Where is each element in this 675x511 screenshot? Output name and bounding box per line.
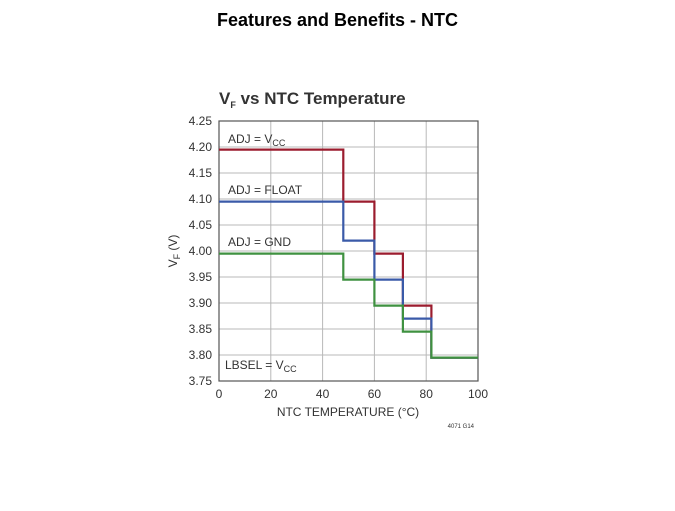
plot-frame xyxy=(218,120,479,382)
series-label-adj-vcc: ADJ = VCC xyxy=(228,132,286,148)
x-tick-labels: 0 20 40 60 80 100 xyxy=(216,387,489,401)
figure-note: 4071 G14 xyxy=(448,424,475,430)
series-label-adj-float: ADJ = FLOAT xyxy=(228,183,303,197)
series-label-adj-gnd: ADJ = GND xyxy=(228,235,291,249)
y-tick-label: 3.75 xyxy=(189,374,213,388)
x-tick-label: 40 xyxy=(316,387,330,401)
x-axis-title: NTC TEMPERATURE (°C) xyxy=(277,405,419,419)
y-tick-label: 3.95 xyxy=(189,270,213,284)
x-tick-label: 80 xyxy=(420,387,434,401)
x-tick-label: 60 xyxy=(368,387,382,401)
y-tick-label: 3.85 xyxy=(189,322,213,336)
y-tick-label: 4.15 xyxy=(189,166,213,180)
y-tick-label: 4.20 xyxy=(189,140,213,154)
chart-title: VF vs NTC Temperature xyxy=(219,89,406,110)
x-tick-label: 0 xyxy=(216,387,223,401)
series-layer xyxy=(219,148,478,359)
y-tick-label: 4.05 xyxy=(189,218,213,232)
x-tick-label: 20 xyxy=(264,387,278,401)
x-tick-label: 100 xyxy=(468,387,488,401)
y-tick-label: 3.80 xyxy=(189,348,213,362)
series-line-2 xyxy=(219,252,478,359)
y-axis-title: VF (V) xyxy=(166,235,182,268)
y-tick-label: 4.25 xyxy=(189,114,213,128)
annotation-lbsel: LBSEL = VCC xyxy=(225,358,297,374)
y-tick-labels: 4.25 4.20 4.15 4.10 4.05 4.00 3.95 3.90 3.85 3.80… xyxy=(189,114,213,388)
slide-title: Features and Benefits - NTC xyxy=(216,10,459,30)
y-tick-label: 4.10 xyxy=(189,192,213,206)
grid-layer xyxy=(218,120,479,382)
y-tick-label: 4.00 xyxy=(189,244,213,258)
y-tick-label: 3.90 xyxy=(189,296,213,310)
